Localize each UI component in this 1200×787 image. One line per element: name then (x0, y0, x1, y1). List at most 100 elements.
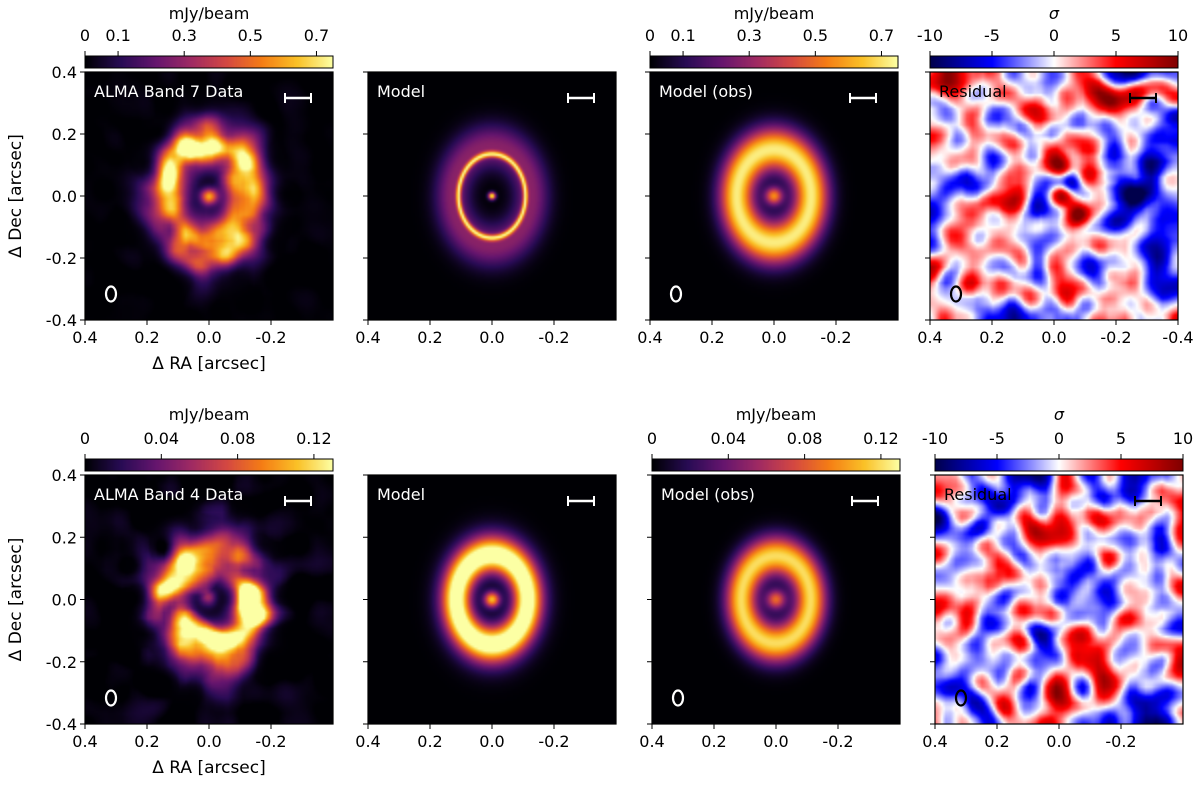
colorbar-tick-label: 5 (1111, 26, 1121, 45)
flux-colorbar (85, 56, 333, 68)
colorbar-label: mJy/beam (736, 405, 817, 424)
heatmap-image (652, 475, 900, 724)
colorbar-label: mJy/beam (169, 4, 250, 23)
colorbar-tick-label: 0 (647, 429, 657, 448)
colorbar-tick-label: 0 (80, 429, 90, 448)
colorbar-tick-label: 0.08 (787, 429, 823, 448)
colorbar-tick-label: 10 (1173, 429, 1193, 448)
colorbar-frame (651, 458, 901, 472)
colorbar-frame (84, 458, 334, 472)
colorbar-tick-label: 0.7 (869, 26, 894, 45)
colorbar-tick-label: 0 (645, 26, 655, 45)
heatmap-image (368, 475, 616, 724)
x-tick-label: 0.2 (417, 328, 442, 347)
x-tick-label: 0.2 (979, 328, 1004, 347)
x-tick-label: 0.0 (479, 328, 504, 347)
flux-colorbar (85, 459, 333, 471)
heatmap-image (85, 72, 333, 320)
beam-ellipse (671, 689, 685, 707)
beam-ellipse (669, 285, 683, 303)
x-tick-label: -0.2 (822, 732, 853, 751)
x-tick-label: -0.2 (538, 732, 569, 751)
flux-colorbar (652, 459, 900, 471)
x-tick-label: 0.2 (699, 328, 724, 347)
x-tick-label: -0.2 (820, 328, 851, 347)
colorbar-tick-label: -10 (917, 26, 943, 45)
colorbar-tick-label: 0.1 (670, 26, 695, 45)
y-tick-label: 0.0 (52, 591, 77, 610)
x-tick-label: 0.2 (134, 732, 159, 751)
residual-colorbar (930, 56, 1178, 68)
panel-title: Model (obs) (661, 485, 755, 504)
x-tick-label: -0.2 (255, 328, 286, 347)
x-tick-label: 0.0 (1046, 732, 1071, 751)
beam-ellipse (104, 285, 118, 303)
colorbar-tick-label: 0.7 (304, 26, 329, 45)
y-tick-label: -0.4 (46, 715, 77, 734)
y-tick-label: -0.4 (46, 311, 77, 330)
x-tick-label: 0.4 (355, 328, 380, 347)
colorbar-tick-label: -5 (984, 26, 1000, 45)
beam-ellipse (104, 689, 118, 707)
colorbar-tick-label: 0.04 (710, 429, 746, 448)
x-tick-label: 0.4 (922, 732, 947, 751)
colorbar-tick-label: -5 (989, 429, 1005, 448)
panel-title: Model (377, 485, 425, 504)
colorbar-tick-label: 0.3 (171, 26, 196, 45)
colorbar-tick-label: -10 (922, 429, 948, 448)
colorbar-tick-label: 0.3 (736, 26, 761, 45)
colorbar-tick-label: 0 (80, 26, 90, 45)
colorbar-label: σ (1054, 405, 1065, 424)
colorbar-tick-label: 0 (1049, 26, 1059, 45)
x-tick-label: 0.0 (763, 732, 788, 751)
colorbar-tick-label: 0.5 (803, 26, 828, 45)
colorbar-frame (84, 55, 334, 69)
heatmap-image (650, 72, 898, 320)
x-tick-label: 0.4 (917, 328, 942, 347)
y-tick-label: 0.4 (52, 63, 77, 82)
panel-title: Model (377, 82, 425, 101)
y-tick-label: 0.4 (52, 466, 77, 485)
x-tick-label: 0.2 (984, 732, 1009, 751)
panel-title: ALMA Band 7 Data (94, 82, 243, 101)
y-tick-label: -0.2 (46, 653, 77, 672)
panel-title: Model (obs) (659, 82, 753, 101)
heatmap-image (368, 72, 616, 320)
x-axis-label: Δ RA [arcsec] (152, 758, 266, 778)
colorbar-tick-label: 10 (1168, 26, 1188, 45)
x-tick-label: 0.2 (701, 732, 726, 751)
beam-ellipse (954, 689, 968, 707)
heatmap-image (935, 475, 1183, 724)
x-tick-label: 0.4 (639, 732, 664, 751)
colorbar-label: mJy/beam (734, 4, 815, 23)
x-tick-label: 0.0 (196, 732, 221, 751)
colorbar-tick-label: 0.04 (143, 429, 179, 448)
y-axis-label: Δ Dec [arcsec] (6, 538, 26, 662)
panel-title: ALMA Band 4 Data (94, 485, 243, 504)
x-tick-label: 0.0 (196, 328, 221, 347)
x-tick-label: -0.2 (255, 732, 286, 751)
x-tick-label: -0.4 (1162, 328, 1193, 347)
heatmap-image (930, 72, 1178, 320)
colorbar-tick-label: 0.08 (220, 429, 256, 448)
panel-title: Residual (939, 82, 1007, 101)
colorbar-label: mJy/beam (169, 405, 250, 424)
y-axis-label: Δ Dec [arcsec] (6, 134, 26, 258)
colorbar-tick-label: 0.1 (105, 26, 130, 45)
colorbar-tick-label: 0.5 (238, 26, 263, 45)
residual-colorbar (935, 459, 1183, 471)
colorbar-tick-label: 0 (1054, 429, 1064, 448)
y-tick-label: -0.2 (46, 249, 77, 268)
x-tick-label: 0.4 (72, 732, 97, 751)
colorbar-tick-label: 0.12 (863, 429, 899, 448)
colorbar-tick-label: 5 (1116, 429, 1126, 448)
x-tick-label: -0.2 (1100, 328, 1131, 347)
colorbar-label: σ (1049, 4, 1060, 23)
beam-ellipse (949, 285, 963, 303)
x-tick-label: 0.2 (134, 328, 159, 347)
flux-colorbar (650, 56, 898, 68)
x-tick-label: 0.4 (72, 328, 97, 347)
colorbar-frame (649, 55, 899, 69)
x-tick-label: 0.4 (355, 732, 380, 751)
